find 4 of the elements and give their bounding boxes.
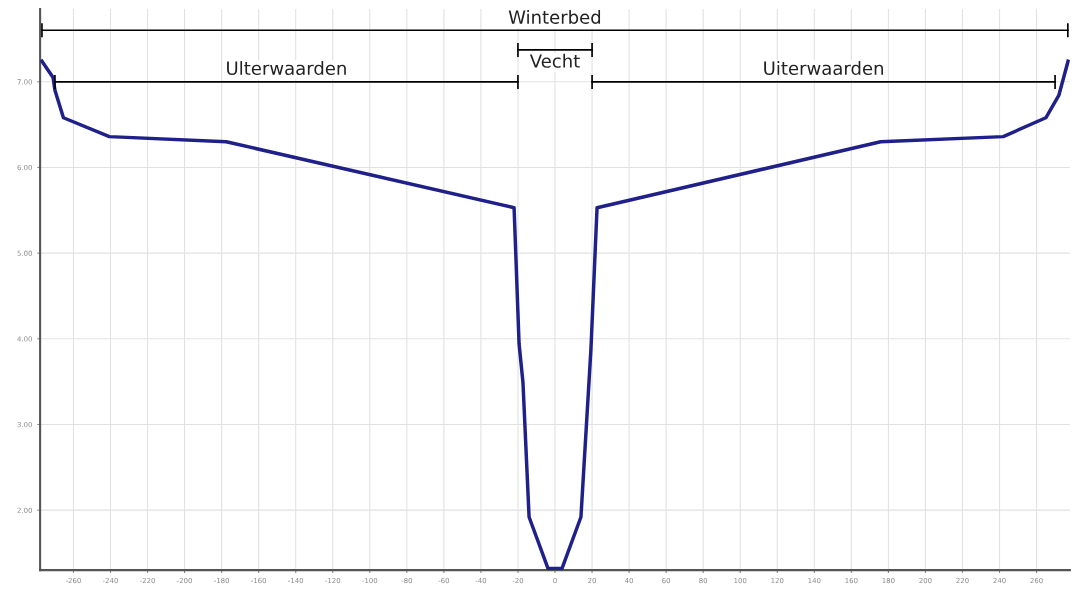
annotation: Vecht: [529, 53, 580, 68]
annotation: Uiterwaarden: [764, 61, 883, 76]
annotation: Ulterwaarden: [227, 61, 346, 76]
annotation: Winterbed: [508, 10, 601, 24]
